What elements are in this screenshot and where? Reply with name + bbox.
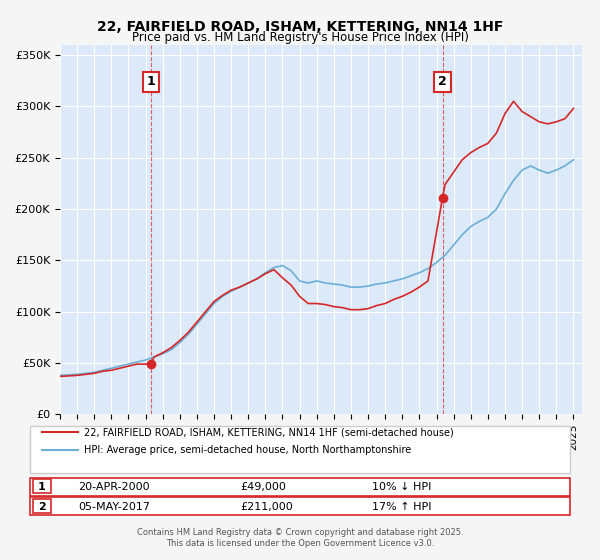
Text: 1: 1 [38, 482, 46, 492]
Text: 05-MAY-2017: 05-MAY-2017 [78, 502, 150, 511]
Text: HPI: Average price, semi-detached house, North Northamptonshire: HPI: Average price, semi-detached house,… [84, 445, 411, 455]
Text: 22, FAIRFIELD ROAD, ISHAM, KETTERING, NN14 1HF (semi-detached house): 22, FAIRFIELD ROAD, ISHAM, KETTERING, NN… [84, 427, 454, 437]
Text: 22, FAIRFIELD ROAD, ISHAM, KETTERING, NN14 1HF: 22, FAIRFIELD ROAD, ISHAM, KETTERING, NN… [97, 20, 503, 34]
Text: 2: 2 [438, 75, 447, 88]
Text: 20-APR-2000: 20-APR-2000 [78, 482, 149, 492]
Text: Contains HM Land Registry data © Crown copyright and database right 2025.
This d: Contains HM Land Registry data © Crown c… [137, 528, 463, 548]
Text: 17% ↑ HPI: 17% ↑ HPI [372, 502, 431, 511]
Text: 10% ↓ HPI: 10% ↓ HPI [372, 482, 431, 492]
Text: 2: 2 [38, 502, 46, 511]
Text: Price paid vs. HM Land Registry's House Price Index (HPI): Price paid vs. HM Land Registry's House … [131, 31, 469, 44]
Text: £211,000: £211,000 [240, 502, 293, 511]
Text: £49,000: £49,000 [240, 482, 286, 492]
Text: 1: 1 [146, 75, 155, 88]
